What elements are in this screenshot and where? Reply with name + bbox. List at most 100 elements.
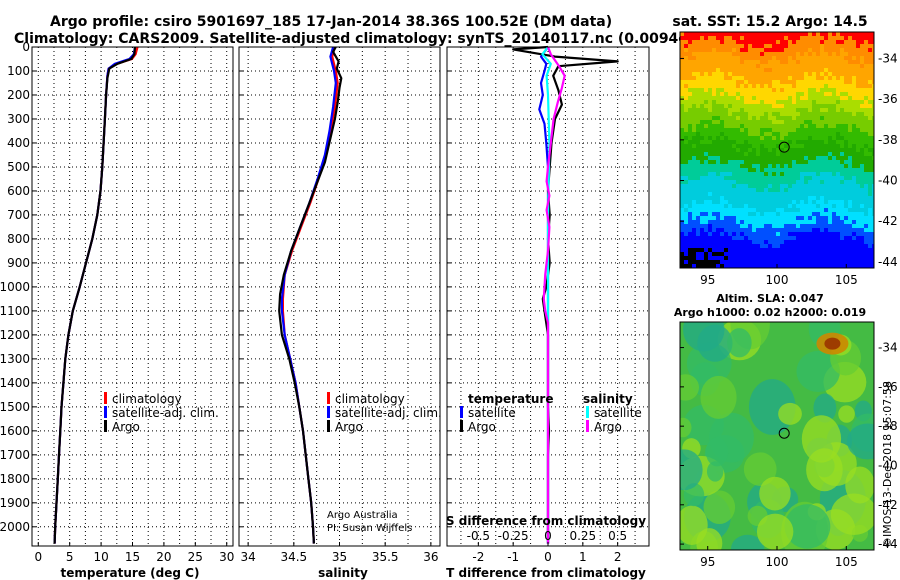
lat-tick-label: -38 (878, 419, 898, 433)
depth-tick-label: 200 (7, 88, 30, 102)
lat-tick-label: -42 (878, 214, 898, 228)
legend-label: climatology (335, 392, 405, 406)
lat-tick-label: -42 (878, 498, 898, 512)
depth-tick-label: 1600 (0, 424, 30, 438)
map-cells (680, 32, 874, 268)
x-tick-label: -2 (472, 550, 484, 564)
lon-tick-label: 100 (766, 273, 789, 287)
sla-map-title2: Argo h1000: 0.02 h2000: 0.019 (674, 306, 866, 319)
depth-tick-label: 800 (7, 232, 30, 246)
depth-tick-label: 1400 (0, 376, 30, 390)
depth-tick-label: 0 (22, 40, 30, 54)
legend-label: Argo (594, 420, 622, 434)
x-tick-label: 0 (544, 550, 552, 564)
credit-argo-australia: Argo Australia (327, 510, 398, 521)
x-tick-label: 34 (240, 550, 255, 564)
x-tick-label: 20 (156, 550, 171, 564)
lat-tick-label: -44 (878, 255, 898, 269)
x-tick-label: 35.5 (372, 550, 399, 564)
difference-panel: -2 -1 0 1 2 -0.5 -0.25 0 0.25 0.5 (446, 45, 650, 564)
depth-axis: 0 100 200 300 400 500 600 700 800 900 1000 1100 1200… (0, 40, 30, 534)
legend-label: satellite (594, 406, 642, 420)
x-tick-label: 35 (332, 550, 347, 564)
x-tick-label: 5 (66, 550, 74, 564)
legend-swatch-t-argo (460, 420, 463, 432)
series-line-argo (53, 46, 137, 544)
temperature-legend: climatology satellite-adj. clim. Argo (104, 392, 219, 434)
sla-map-title1: Altim. SLA: 0.047 (716, 292, 823, 305)
difference-legend: temperature satellite Argo salinity sate… (460, 392, 642, 434)
x-tick-label: 30 (219, 550, 234, 564)
x-tick-label: 2 (614, 550, 622, 564)
lat-tick-label: -44 (878, 537, 898, 551)
legend-title-salinity: salinity (583, 392, 633, 406)
x-tick-label: 10 (93, 550, 108, 564)
credit-pi: PI: Susan Wijffels (327, 523, 412, 534)
legend-label: Argo (335, 420, 363, 434)
x-tick-label: -1 (507, 550, 519, 564)
x-tick-label: 1 (579, 550, 587, 564)
legend-label: Argo (112, 420, 140, 434)
header-line2: Climatology: CARS2009. Satellite-adjuste… (14, 31, 751, 47)
legend-label: satellite (468, 406, 516, 420)
header-line1: Argo profile: csiro 5901697_185 17-Jan-2… (50, 14, 612, 30)
lat-tick-label: -36 (878, 92, 898, 106)
temperature-xlabel: temperature (deg C) (61, 566, 200, 580)
lat-tick-label: -38 (878, 133, 898, 147)
depth-tick-label: 700 (7, 208, 30, 222)
map-cells (680, 322, 874, 550)
legend-swatch-argo (327, 420, 330, 432)
depth-tick-label: 900 (7, 256, 30, 270)
x-tick-label: 34.5 (280, 550, 307, 564)
grid (239, 46, 440, 546)
lon-tick-label: 95 (700, 273, 715, 287)
legend-swatch-s-argo (586, 420, 589, 432)
x-tick-label: 36 (423, 550, 438, 564)
depth-tick-label: 1100 (0, 304, 30, 318)
lon-tick-label: 95 (700, 555, 715, 569)
salinity-legend: climatology satellite-adj. clim. Argo (327, 392, 442, 434)
plot-area (239, 47, 440, 546)
legend-label: satellite-adj. clim. (112, 406, 219, 420)
legend-label: climatology (112, 392, 182, 406)
legend-swatch-argo (104, 420, 107, 432)
salinity-panel: 34 34.5 35 35.5 36 (238, 46, 441, 564)
lat-tick-label: -34 (878, 51, 898, 65)
imos-credit: ©IMOS 13-Dec-2018 15:07:58 (881, 381, 894, 548)
x2-tick-label: -0.5 (467, 529, 490, 543)
depth-tick-label: 1500 (0, 400, 30, 414)
series-line-argo (278, 46, 343, 544)
depth-tick-label: 500 (7, 160, 30, 174)
depth-tick-label: 1000 (0, 280, 30, 294)
depth-tick-label: 2000 (0, 520, 30, 534)
depth-tick-label: 1200 (0, 328, 30, 342)
depth-tick-label: 100 (7, 64, 30, 78)
x-tick-label: 15 (125, 550, 140, 564)
x2-tick-label: 0.25 (569, 529, 596, 543)
depth-tick-label: 1700 (0, 448, 30, 462)
x2-tick-label: -0.25 (498, 529, 529, 543)
lat-tick-label: -40 (878, 458, 898, 472)
depth-tick-label: 1800 (0, 472, 30, 486)
legend-swatch-t-satellite (460, 406, 463, 418)
plot-area (32, 47, 233, 546)
legend-title-temperature: temperature (468, 392, 553, 406)
temperature-panel: 0 5 10 15 20 25 30 (31, 46, 234, 564)
argo-float-marker (778, 427, 790, 439)
depth-tick-label: 1900 (0, 496, 30, 510)
legend-swatch-s-satellite (586, 406, 589, 418)
difference-xlabel: T difference from climatology (446, 566, 646, 580)
series-line-s-argo (542, 46, 566, 544)
depth-tick-label: 1300 (0, 352, 30, 366)
depth-tick-label: 400 (7, 136, 30, 150)
lat-tick-label: -34 (878, 341, 898, 355)
argo-float-marker (778, 141, 790, 153)
depth-tick-label: 300 (7, 112, 30, 126)
legend-swatch-satellite (104, 406, 107, 418)
legend-swatch-climatology (104, 392, 107, 404)
legend-label: Argo (468, 420, 496, 434)
lon-tick-label: 105 (835, 555, 858, 569)
lon-tick-label: 105 (835, 273, 858, 287)
lon-tick-label: 100 (766, 555, 789, 569)
